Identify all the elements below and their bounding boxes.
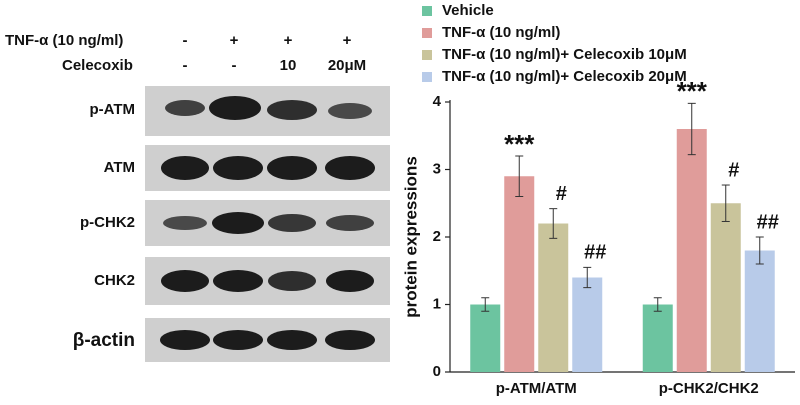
lane-value: + bbox=[230, 32, 239, 49]
blot-band bbox=[161, 270, 209, 292]
blot-band bbox=[165, 100, 205, 116]
blot-band bbox=[213, 156, 263, 180]
blot-row-label: ATM bbox=[104, 159, 135, 176]
blot-band bbox=[325, 330, 375, 350]
y-tick-label: 2 bbox=[433, 228, 441, 245]
bar bbox=[744, 250, 775, 372]
blot-band bbox=[267, 156, 317, 180]
bar bbox=[642, 304, 673, 372]
y-tick-label: 4 bbox=[433, 93, 442, 110]
error-bar bbox=[687, 102, 696, 156]
treatment-label: TNF-α (10 ng/ml) bbox=[5, 32, 123, 49]
y-tick-label: 0 bbox=[433, 363, 441, 380]
x-tick-label: p-CHK2/CHK2 bbox=[659, 380, 759, 397]
blot-band bbox=[209, 96, 261, 120]
bar bbox=[470, 304, 501, 372]
bar-chart: protein expressions01234p-ATM/ATM***###p… bbox=[401, 2, 795, 397]
significance-label: *** bbox=[677, 76, 708, 106]
significance-label: ## bbox=[584, 242, 606, 264]
y-axis-label: protein expressions bbox=[401, 156, 420, 318]
blot-band bbox=[163, 216, 207, 230]
error-bar bbox=[515, 155, 524, 197]
blot-band bbox=[328, 103, 372, 119]
blot-row-label: p-CHK2 bbox=[80, 214, 135, 231]
legend-label: TNF-α (10 ng/ml) bbox=[442, 24, 560, 41]
blot-band bbox=[326, 270, 374, 292]
bar bbox=[710, 203, 741, 372]
legend-label: TNF-α (10 ng/ml)+ Celecoxib 10μM bbox=[442, 46, 687, 63]
blot-band bbox=[213, 330, 263, 350]
blot-band bbox=[325, 156, 375, 180]
bar bbox=[676, 129, 707, 372]
legend-label: Vehicle bbox=[442, 2, 494, 19]
error-bar bbox=[755, 236, 764, 265]
lane-value: + bbox=[284, 32, 293, 49]
blot-labels: TNF-α (10 ng/ml) - + + + Celecoxib - - 10 20μM p-A… bbox=[5, 32, 366, 351]
bar bbox=[504, 176, 535, 372]
significance-label: *** bbox=[504, 129, 535, 159]
blot-row-label: CHK2 bbox=[94, 272, 135, 289]
x-tick-label: p-ATM/ATM bbox=[496, 380, 577, 397]
blot-band bbox=[212, 212, 264, 234]
legend-swatch bbox=[422, 72, 432, 82]
lane-value: 20μM bbox=[328, 57, 366, 74]
blot-band bbox=[268, 271, 316, 291]
error-bar bbox=[583, 266, 592, 289]
legend-swatch bbox=[422, 28, 432, 38]
lane-value: + bbox=[343, 32, 352, 49]
y-tick-label: 1 bbox=[433, 295, 441, 312]
error-bar bbox=[549, 208, 558, 239]
western-blot bbox=[145, 86, 390, 362]
legend-label: TNF-α (10 ng/ml)+ Celecoxib 20μM bbox=[442, 68, 687, 85]
lane-value: - bbox=[183, 57, 188, 74]
significance-label: # bbox=[556, 183, 567, 205]
lane-value: - bbox=[232, 57, 237, 74]
error-bar bbox=[721, 184, 730, 222]
blot-band bbox=[267, 330, 317, 350]
blot-band bbox=[160, 330, 210, 350]
treatment-label: Celecoxib bbox=[62, 57, 133, 74]
blot-band bbox=[161, 156, 209, 180]
blot-band bbox=[268, 214, 316, 232]
bar bbox=[538, 223, 569, 372]
significance-label: ## bbox=[757, 211, 779, 233]
legend-swatch bbox=[422, 50, 432, 60]
legend-swatch bbox=[422, 6, 432, 16]
blot-band bbox=[267, 100, 317, 120]
lane-value: 10 bbox=[280, 57, 297, 74]
blot-band bbox=[326, 215, 374, 231]
lane-value: - bbox=[183, 32, 188, 49]
blot-row-label: p-ATM bbox=[89, 101, 135, 118]
bar bbox=[572, 277, 603, 372]
blot-band bbox=[213, 270, 263, 292]
error-bar bbox=[653, 297, 662, 312]
blot-row-label: β-actin bbox=[73, 330, 135, 351]
y-tick-label: 3 bbox=[433, 160, 441, 177]
error-bar bbox=[481, 297, 490, 312]
significance-label: # bbox=[728, 159, 739, 181]
